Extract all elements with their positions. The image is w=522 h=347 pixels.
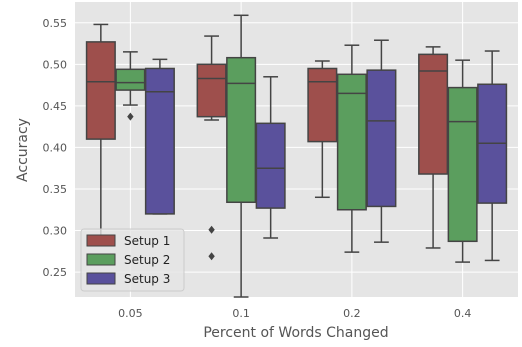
box-body	[196, 63, 227, 118]
legend-swatch	[86, 253, 116, 266]
box-setup-1	[307, 60, 338, 199]
y-tick-label: 0.55	[43, 17, 68, 30]
y-tick-label: 0.40	[43, 141, 68, 154]
box-setup-1	[196, 35, 227, 261]
legend: Setup 1 Setup 2 Setup 3	[80, 228, 185, 292]
box-body	[85, 41, 116, 140]
x-tick-label: 0.05	[118, 307, 143, 320]
outlier-point	[208, 225, 215, 234]
box-body	[307, 67, 338, 143]
y-tick-label: 0.45	[43, 100, 68, 113]
y-tick-label: 0.30	[43, 225, 68, 238]
box-body	[226, 56, 257, 204]
box-body	[115, 68, 146, 91]
legend-label: Setup 2	[124, 253, 170, 267]
box-setup-2	[115, 51, 146, 121]
box-body	[255, 122, 286, 209]
outlier-point	[208, 252, 215, 261]
y-tick-label: 0.25	[43, 266, 68, 279]
outlier-point	[127, 112, 134, 121]
box-setup-2	[447, 59, 478, 263]
box-setup-3	[255, 76, 286, 239]
box-series	[85, 14, 508, 298]
box-body	[336, 73, 367, 211]
y-axis-ticks: 0.25 0.30 0.35 0.40 0.45 0.50 0.55	[43, 17, 68, 279]
box-setup-3	[144, 58, 175, 215]
box-body	[447, 86, 478, 243]
x-tick-label: 0.4	[454, 307, 472, 320]
y-tick-label: 0.50	[43, 58, 68, 71]
legend-label: Setup 3	[124, 272, 170, 286]
y-tick-label: 0.35	[43, 183, 68, 196]
y-axis-title: Accuracy	[15, 118, 31, 182]
box-body	[144, 67, 175, 215]
legend-swatch	[86, 234, 116, 247]
box-setup-3	[366, 39, 397, 243]
x-tick-label: 0.2	[343, 307, 361, 320]
box-setup-2	[336, 44, 367, 253]
box-setup-2	[226, 14, 257, 298]
legend-swatch	[86, 272, 116, 285]
box-body	[418, 53, 449, 175]
legend-label: Setup 1	[124, 234, 170, 248]
box-setup-3	[477, 50, 508, 262]
box-setup-1	[418, 46, 449, 249]
x-tick-label: 0.1	[232, 307, 250, 320]
x-axis-title: Percent of Words Changed	[203, 325, 388, 341]
x-axis-ticks: 0.05 0.1 0.2 0.4	[118, 307, 471, 320]
box-body	[366, 69, 397, 208]
